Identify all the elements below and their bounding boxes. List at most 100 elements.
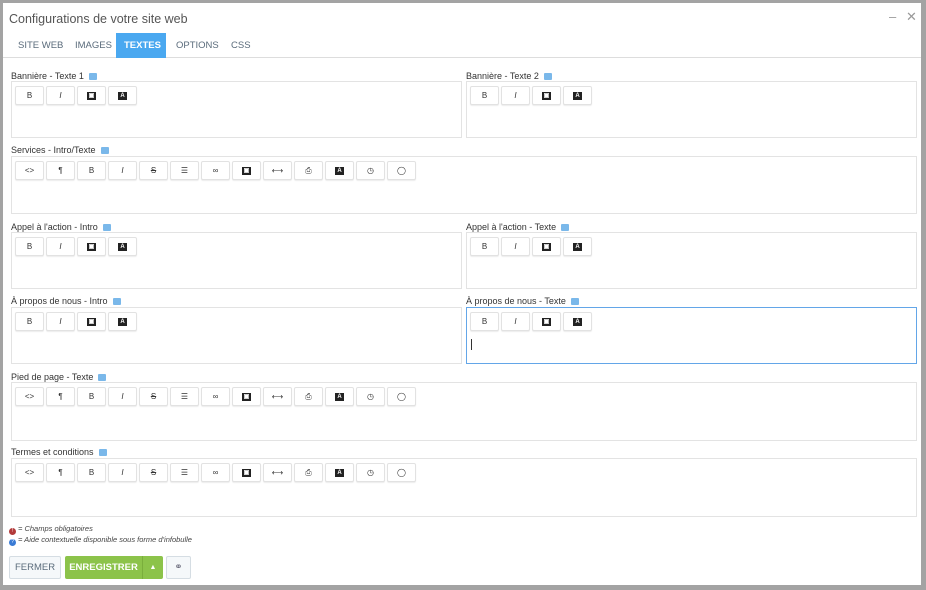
image-button[interactable]: ▣ — [232, 463, 261, 482]
rich-text-editor-terms[interactable]: <> ¶ B I S ☰ ∞ ▣ ⟷ ⎙ A ◷ ◯ — [11, 458, 917, 517]
bold-button[interactable]: B — [15, 237, 44, 256]
font-color-button[interactable]: A — [108, 237, 137, 256]
font-color-button[interactable]: A — [108, 86, 137, 105]
rich-text-editor-about_text[interactable]: B I ▣ A — [466, 307, 917, 364]
image-button[interactable]: ▣ — [532, 312, 561, 331]
strikethrough-button[interactable]: S — [139, 387, 168, 406]
font-color-button[interactable]: A — [108, 312, 137, 331]
font-color-button[interactable]: A — [325, 161, 354, 180]
font-color-button[interactable]: A — [325, 387, 354, 406]
print-button[interactable]: ⎙ — [294, 161, 323, 180]
tab-css[interactable]: CSS — [231, 40, 251, 51]
italic-button[interactable]: I — [46, 86, 75, 105]
translate-icon[interactable] — [543, 73, 552, 80]
font-color-button[interactable]: A — [563, 237, 592, 256]
clock-button[interactable]: ◷ — [356, 463, 385, 482]
rich-text-editor-cta_text[interactable]: B I ▣ A — [466, 232, 917, 289]
clock-button[interactable]: ◷ — [356, 161, 385, 180]
horizontal-rule-button[interactable]: ⟷ — [263, 463, 292, 482]
code-view-button[interactable]: <> — [15, 463, 44, 482]
rich-text-editor-cta_intro[interactable]: B I ▣ A — [11, 232, 462, 289]
image-button[interactable]: ▣ — [232, 387, 261, 406]
rich-text-editor-footer[interactable]: <> ¶ B I S ☰ ∞ ▣ ⟷ ⎙ A ◷ ◯ — [11, 382, 917, 441]
translate-icon[interactable] — [561, 224, 570, 231]
rich-text-editor-banner2[interactable]: B I ▣ A — [466, 81, 917, 138]
comment-button[interactable]: ◯ — [387, 387, 416, 406]
font-color-button[interactable]: A — [325, 463, 354, 482]
italic-button[interactable]: I — [501, 312, 530, 331]
bold-button[interactable]: B — [470, 86, 499, 105]
translate-icon[interactable] — [98, 374, 107, 381]
paragraph-button[interactable]: ¶ — [46, 161, 75, 180]
image-button[interactable]: ▣ — [232, 161, 261, 180]
strikethrough-button[interactable]: S — [139, 463, 168, 482]
paragraph-button[interactable]: ¶ — [46, 463, 75, 482]
horizontal-rule-button[interactable]: ⟷ — [263, 161, 292, 180]
minimize-icon[interactable]: – — [889, 9, 897, 24]
horizontal-rule-button[interactable]: ⟷ — [263, 387, 292, 406]
rich-text-editor-banner1[interactable]: B I ▣ A — [11, 81, 462, 138]
rich-text-editor-about_intro[interactable]: B I ▣ A — [11, 307, 462, 364]
italic-button[interactable]: I — [46, 237, 75, 256]
code-view-icon: <> — [24, 166, 35, 175]
clock-button[interactable]: ◷ — [356, 387, 385, 406]
save-button[interactable]: ENREGISTRER — [65, 556, 142, 579]
field-label-text: Bannière - Texte 2 — [466, 71, 539, 81]
bold-icon: B — [88, 392, 95, 401]
italic-button[interactable]: I — [46, 312, 75, 331]
image-icon: ▣ — [542, 242, 551, 251]
translate-icon[interactable] — [88, 73, 97, 80]
italic-button[interactable]: I — [501, 86, 530, 105]
clock-icon: ◷ — [367, 166, 374, 175]
tab-options[interactable]: OPTIONS — [176, 40, 219, 51]
bold-button[interactable]: B — [77, 161, 106, 180]
list-button[interactable]: ☰ — [170, 387, 199, 406]
strikethrough-button[interactable]: S — [139, 161, 168, 180]
image-button[interactable]: ▣ — [77, 237, 106, 256]
tab-images[interactable]: IMAGES — [75, 40, 112, 51]
translate-icon[interactable] — [98, 449, 107, 456]
print-button[interactable]: ⎙ — [294, 387, 323, 406]
image-button[interactable]: ▣ — [532, 86, 561, 105]
list-button[interactable]: ☰ — [170, 161, 199, 180]
tab-bar: SITE WEB IMAGES TEXTES OPTIONS CSS — [3, 33, 921, 58]
link-button[interactable]: ∞ — [201, 161, 230, 180]
comment-button[interactable]: ◯ — [387, 463, 416, 482]
close-button[interactable]: FERMER — [9, 556, 61, 579]
code-view-button[interactable]: <> — [15, 161, 44, 180]
bold-button[interactable]: B — [15, 86, 44, 105]
tab-textes[interactable]: TEXTES — [116, 33, 166, 58]
bold-button[interactable]: B — [77, 387, 106, 406]
link-button[interactable]: ⚭ — [166, 556, 191, 579]
image-button[interactable]: ▣ — [77, 312, 106, 331]
font-color-button[interactable]: A — [563, 312, 592, 331]
link-button[interactable]: ∞ — [201, 463, 230, 482]
paragraph-button[interactable]: ¶ — [46, 387, 75, 406]
bold-button[interactable]: B — [470, 312, 499, 331]
editor-toolbar: B I ▣ A — [470, 237, 592, 256]
bold-button[interactable]: B — [77, 463, 106, 482]
rich-text-editor-services[interactable]: <> ¶ B I S ☰ ∞ ▣ ⟷ ⎙ A ◷ ◯ — [11, 156, 917, 214]
translate-icon[interactable] — [112, 298, 121, 305]
image-button[interactable]: ▣ — [532, 237, 561, 256]
list-button[interactable]: ☰ — [170, 463, 199, 482]
italic-button[interactable]: I — [108, 463, 137, 482]
italic-button[interactable]: I — [108, 161, 137, 180]
code-view-button[interactable]: <> — [15, 387, 44, 406]
italic-button[interactable]: I — [501, 237, 530, 256]
bold-button[interactable]: B — [470, 237, 499, 256]
close-icon[interactable]: ✕ — [906, 9, 917, 24]
print-button[interactable]: ⎙ — [294, 463, 323, 482]
translate-icon[interactable] — [102, 224, 111, 231]
comment-button[interactable]: ◯ — [387, 161, 416, 180]
editor-toolbar: <> ¶ B I S ☰ ∞ ▣ ⟷ ⎙ A ◷ ◯ — [15, 387, 416, 406]
font-color-button[interactable]: A — [563, 86, 592, 105]
italic-button[interactable]: I — [108, 387, 137, 406]
tab-site-web[interactable]: SITE WEB — [18, 40, 64, 51]
save-dropdown-button[interactable]: ▲ — [142, 556, 163, 579]
translate-icon[interactable] — [570, 298, 579, 305]
image-button[interactable]: ▣ — [77, 86, 106, 105]
bold-button[interactable]: B — [15, 312, 44, 331]
translate-icon[interactable] — [100, 147, 109, 154]
link-button[interactable]: ∞ — [201, 387, 230, 406]
